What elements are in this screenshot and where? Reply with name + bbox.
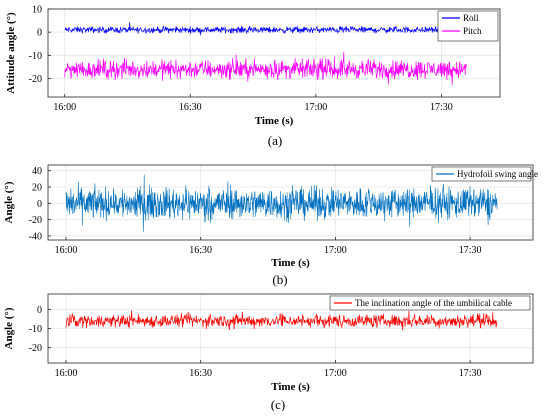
y-axis-title: Angle (°) bbox=[3, 181, 15, 223]
x-tick-label: 16:00 bbox=[55, 368, 78, 379]
panel-caption: (b) bbox=[272, 272, 287, 287]
y-tick-label: 20 bbox=[32, 183, 42, 194]
y-tick-label: 0 bbox=[37, 199, 42, 210]
x-tick-label: 16:30 bbox=[179, 102, 202, 113]
legend-label: The inclination angle of the umbilical c… bbox=[355, 298, 512, 308]
chart-panel-2: 40 20 0 -20 -40 16:00 16:30 17:00 17:30 Time (s) A… bbox=[3, 164, 538, 287]
legend-label: Pitch bbox=[463, 26, 482, 36]
legend-box bbox=[431, 166, 532, 182]
legend-box bbox=[437, 10, 499, 42]
legend: The inclination angle of the umbilical c… bbox=[329, 295, 531, 311]
x-axis-title: Time (s) bbox=[271, 381, 310, 393]
y-tick-label: 40 bbox=[32, 166, 42, 177]
y-tick-label: 0 bbox=[37, 28, 42, 39]
x-tick-label: 17:30 bbox=[459, 245, 482, 256]
y-tick-label: -10 bbox=[29, 324, 42, 335]
legend-label: Hydrofoil swing angle bbox=[457, 169, 538, 179]
panel-caption: (c) bbox=[271, 397, 285, 411]
y-tick-label: 0 bbox=[37, 305, 42, 316]
legend: Hydrofoil swing angle bbox=[431, 166, 538, 182]
series-line-2 bbox=[64, 52, 467, 86]
x-tick-label: 17:00 bbox=[304, 102, 327, 113]
panel-caption: (a) bbox=[268, 133, 282, 148]
y-tick-label: 10 bbox=[32, 5, 42, 16]
x-axis-title: Time (s) bbox=[271, 257, 310, 269]
x-tick-label: 17:30 bbox=[430, 102, 453, 113]
axes-frame bbox=[47, 8, 501, 98]
y-tick-label: -10 bbox=[29, 51, 42, 62]
x-tick-label: 16:00 bbox=[53, 102, 76, 113]
y-tick-label: -20 bbox=[29, 74, 42, 85]
x-tick-label: 17:30 bbox=[459, 368, 482, 379]
series-line-1 bbox=[65, 310, 498, 331]
x-tick-label: 16:00 bbox=[55, 245, 78, 256]
axes-frame bbox=[47, 164, 534, 241]
chart-panel-1: 10 0 -10 -20 16:00 16:30 17:00 17:30 Time (s) Att… bbox=[5, 5, 501, 148]
chart-panel-3: 0 -10 -20 16:00 16:30 17:00 17:30 Time (s) Angle… bbox=[3, 293, 534, 412]
y-axis-title: Angle (°) bbox=[3, 307, 15, 349]
legend-label: Roll bbox=[463, 13, 479, 23]
x-axis-title: Time (s) bbox=[255, 115, 294, 127]
y-tick-label: -40 bbox=[29, 231, 42, 242]
plot-area bbox=[48, 9, 500, 97]
x-tick-label: 17:00 bbox=[324, 245, 347, 256]
x-tick-label: 16:30 bbox=[189, 368, 212, 379]
series-line-1 bbox=[65, 174, 498, 232]
y-tick-label: -20 bbox=[29, 343, 42, 354]
legend: Roll Pitch bbox=[437, 10, 499, 42]
y-tick-label: -20 bbox=[29, 215, 42, 226]
legend-box bbox=[329, 295, 531, 311]
x-tick-label: 16:30 bbox=[189, 245, 212, 256]
series-line-1 bbox=[64, 22, 463, 36]
x-tick-label: 17:00 bbox=[324, 368, 347, 379]
y-axis-title: Attitude angle (°) bbox=[5, 12, 17, 94]
